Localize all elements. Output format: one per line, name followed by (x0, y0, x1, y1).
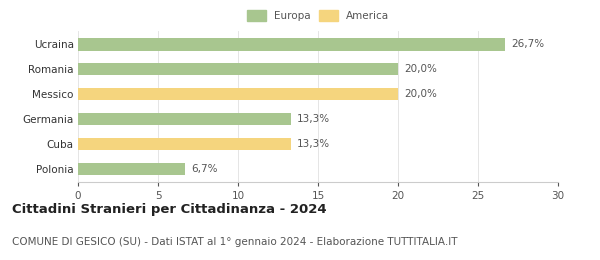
Text: Cittadini Stranieri per Cittadinanza - 2024: Cittadini Stranieri per Cittadinanza - 2… (12, 203, 326, 216)
Text: 6,7%: 6,7% (191, 164, 218, 174)
Bar (78, 38, 505, 50)
Bar (78, 88, 398, 100)
Text: 13,3%: 13,3% (297, 114, 331, 124)
Bar (78, 163, 185, 175)
Text: 26,7%: 26,7% (512, 39, 545, 49)
Bar (78, 113, 291, 125)
Bar (78, 138, 291, 150)
Text: COMUNE DI GESICO (SU) - Dati ISTAT al 1° gennaio 2024 - Elaborazione TUTTITALIA.: COMUNE DI GESICO (SU) - Dati ISTAT al 1°… (12, 237, 458, 246)
Legend: Europa, America: Europa, America (245, 8, 391, 23)
Text: 13,3%: 13,3% (297, 139, 331, 149)
Text: 20,0%: 20,0% (404, 64, 437, 74)
Bar (78, 63, 398, 75)
Text: 20,0%: 20,0% (404, 89, 437, 99)
